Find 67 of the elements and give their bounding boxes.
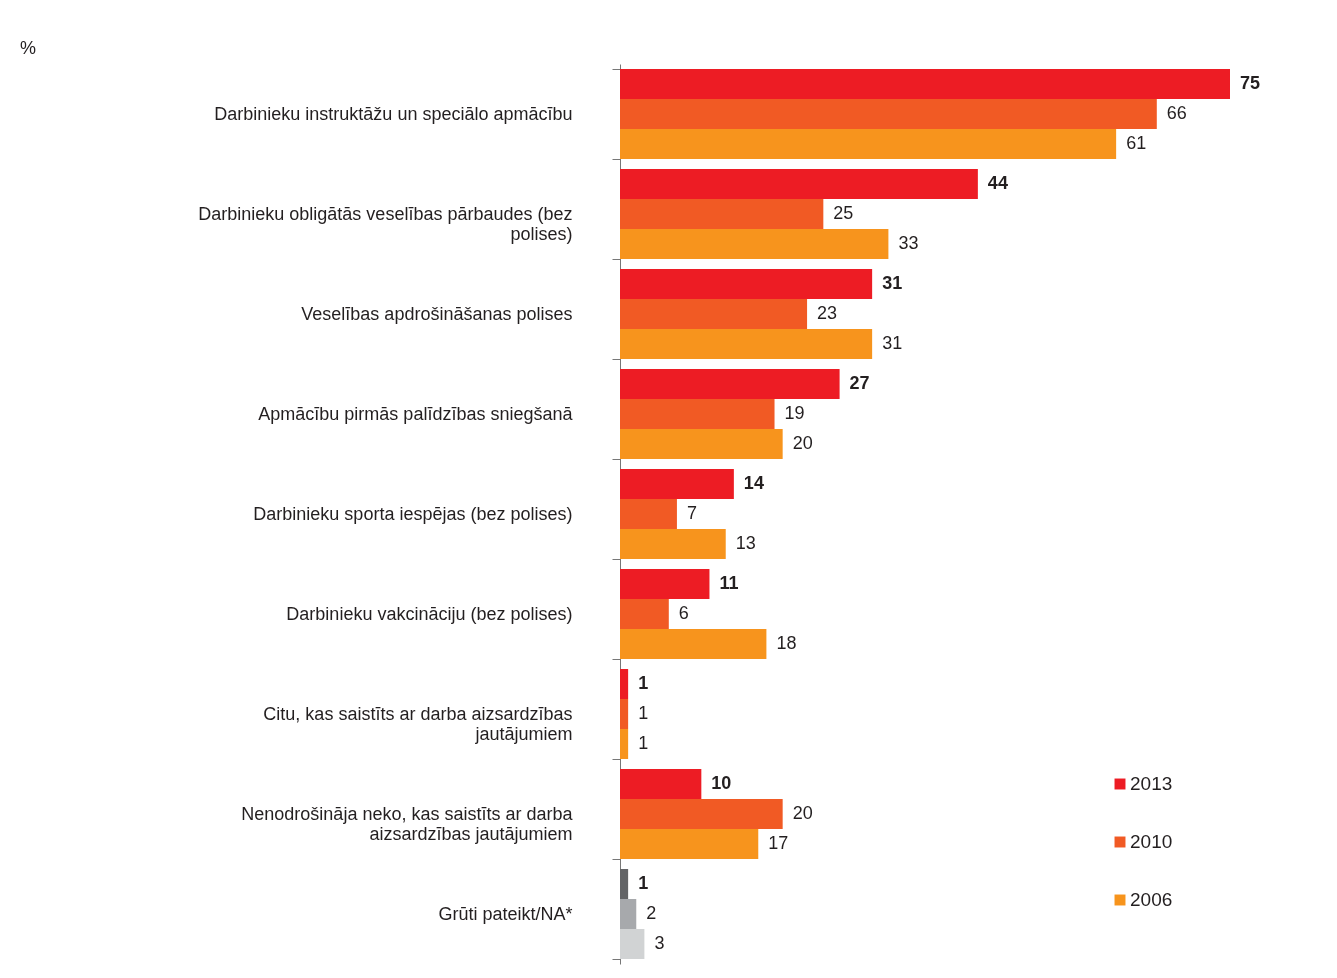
data-label: 10 — [711, 773, 732, 793]
bar — [620, 129, 1117, 159]
bar — [620, 169, 978, 199]
data-label: 7 — [686, 503, 697, 523]
bar — [620, 329, 873, 359]
data-label: 6 — [678, 603, 689, 623]
y-tick-label: Apmācību pirmās palīdzības sniegšanā — [258, 403, 574, 424]
bar — [620, 429, 783, 459]
bar — [620, 829, 759, 859]
data-label: 14 — [743, 473, 764, 493]
y-tick-label: Darbinieku instruktāžu un speciālo apmācību — [214, 103, 573, 124]
y-tick-label: Darbinieku sporta iespējas (bez polises) — [253, 503, 573, 524]
data-label: 20 — [792, 803, 813, 823]
data-label: 1 — [638, 673, 649, 693]
y-tick-label: Veselības apdrošināšanas polises — [301, 303, 573, 324]
data-label: 33 — [898, 233, 919, 253]
text: % — [20, 38, 37, 58]
data-label: 19 — [784, 403, 805, 423]
legend-label: 2010 — [1130, 831, 1173, 852]
bar — [620, 369, 840, 399]
data-label: 18 — [776, 633, 797, 653]
y-tick-label: Nenodrošināja neko, kas saistīts ar darba aizsardzības jautājumiem — [241, 803, 574, 844]
bar — [620, 729, 629, 759]
legend-label: 2006 — [1130, 889, 1173, 910]
bar — [620, 769, 702, 799]
y-tick-label: Grūti pateikt/NA* — [438, 903, 573, 924]
bar — [620, 299, 808, 329]
bar — [620, 799, 783, 829]
bar — [620, 929, 645, 959]
bar — [620, 269, 873, 299]
data-label: 1 — [638, 873, 649, 893]
bar — [620, 69, 1230, 99]
legend-label: 2013 — [1130, 773, 1173, 794]
data-label: 44 — [987, 173, 1008, 193]
data-label: 13 — [735, 533, 756, 553]
data-label: 11 — [719, 573, 739, 593]
data-label: 31 — [882, 273, 903, 293]
bar — [620, 569, 710, 599]
data-label: 17 — [768, 833, 789, 853]
y-tick-label: Darbinieku obligātās veselības pārbaudes (bez polises) — [198, 203, 573, 244]
bar — [620, 629, 767, 659]
bar — [620, 699, 629, 729]
data-label: 1 — [638, 703, 649, 723]
data-label: 2 — [646, 903, 657, 923]
y-tick-label: Citu, kas saistīts ar darba aizsardzības jautājumiem — [263, 703, 573, 744]
bar — [620, 599, 669, 629]
bar — [620, 469, 734, 499]
bar — [620, 529, 726, 559]
data-label: 20 — [792, 433, 813, 453]
y-tick-label: Darbinieku vakcināciju (bez polises) — [286, 603, 573, 624]
data-label: 23 — [817, 303, 838, 323]
data-label: 75 — [1240, 73, 1261, 93]
bar — [620, 499, 677, 529]
bar — [620, 199, 824, 229]
bar — [620, 229, 889, 259]
data-label: 3 — [654, 933, 665, 953]
bar — [620, 99, 1157, 129]
data-label: 61 — [1126, 133, 1147, 153]
data-label: 66 — [1166, 103, 1187, 123]
data-label: 31 — [882, 333, 903, 353]
bar — [620, 869, 629, 899]
data-label: 1 — [638, 733, 649, 753]
bar — [620, 669, 629, 699]
data-label: 27 — [849, 373, 870, 393]
data-label: 25 — [833, 203, 854, 223]
bar — [620, 399, 775, 429]
bar — [620, 899, 637, 929]
